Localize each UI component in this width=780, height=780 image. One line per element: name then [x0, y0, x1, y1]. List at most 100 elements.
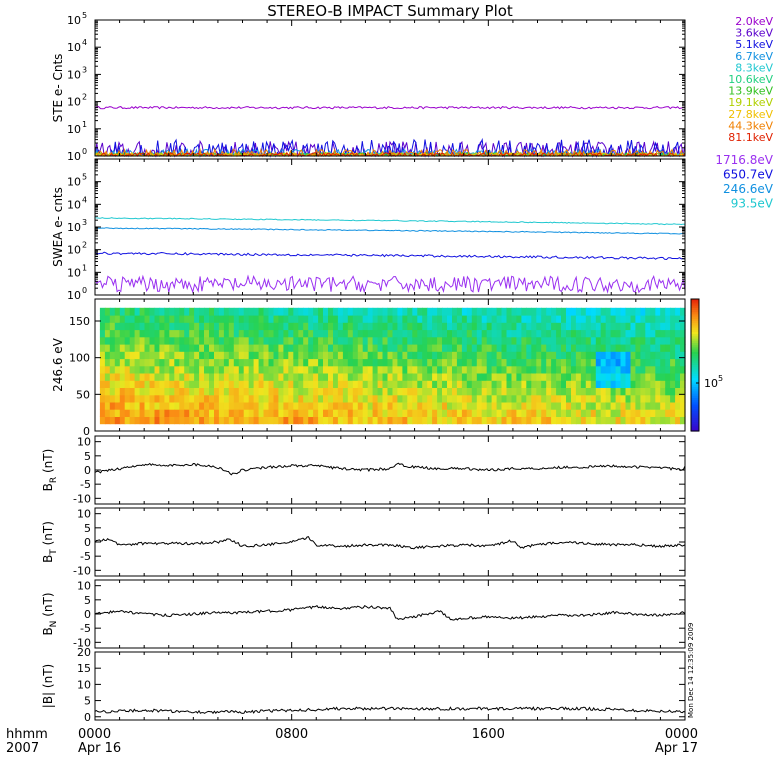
heatmap-cell: [318, 315, 324, 323]
heatmap-cell: [541, 329, 547, 338]
heatmap-cell: [600, 315, 607, 323]
heatmap-cell: [645, 409, 651, 417]
heatmap-cell: [199, 358, 205, 367]
y-tick-label: -5: [80, 550, 91, 563]
heatmap-cell: [675, 336, 681, 345]
heatmap-cell: [625, 336, 632, 345]
heatmap-cell: [372, 315, 379, 323]
colorbar-swatch: [691, 406, 699, 410]
heatmap-cell: [635, 380, 641, 388]
heatmap-cell: [620, 329, 627, 338]
heatmap-cell: [526, 307, 532, 316]
heatmap-cell: [144, 394, 151, 403]
heatmap-cell: [278, 409, 284, 417]
heatmap-cell: [114, 387, 121, 396]
heatmap-cell: [382, 365, 389, 374]
heatmap-cell: [580, 307, 587, 316]
heatmap-cell: [481, 380, 488, 388]
heatmap-cell: [184, 394, 190, 403]
heatmap-cell: [238, 358, 245, 367]
heatmap-cell: [174, 358, 180, 367]
heatmap-cell: [194, 365, 200, 374]
heatmap-cell: [372, 307, 379, 316]
heatmap-cell: [590, 394, 597, 403]
heatmap-cell: [461, 307, 468, 316]
heatmap-cell: [293, 373, 299, 381]
heatmap-cell: [367, 358, 374, 367]
heatmap-cell: [620, 307, 627, 316]
heatmap-cell: [397, 307, 403, 316]
heatmap-cell: [546, 329, 552, 338]
heatmap-cell: [536, 336, 542, 345]
heatmap-cell: [144, 329, 151, 338]
heatmap-cell: [223, 387, 230, 396]
heatmap-cell: [283, 329, 289, 338]
heatmap-cell: [531, 394, 537, 403]
heatmap-cell: [595, 336, 602, 345]
heatmap-cell: [357, 307, 364, 316]
colorbar-swatch: [691, 354, 699, 357]
heatmap-cell: [501, 351, 508, 360]
heatmap-cell: [427, 394, 433, 403]
heatmap-cell: [189, 336, 195, 345]
heatmap-cell: [471, 344, 478, 352]
heatmap-cell: [541, 409, 547, 417]
heatmap-cell: [501, 416, 508, 425]
heatmap-cell: [233, 387, 240, 396]
heatmap-cell: [119, 373, 126, 381]
heatmap-cell: [209, 307, 215, 316]
heatmap-cell: [402, 373, 408, 381]
heatmap-cell: [382, 336, 389, 345]
colorbar-swatch: [691, 413, 699, 417]
heatmap-cell: [675, 409, 681, 417]
heatmap-cell: [675, 307, 681, 316]
heatmap-cell: [263, 322, 270, 331]
heatmap-cell: [184, 307, 190, 316]
heatmap-cell: [595, 373, 602, 381]
heatmap-cell: [303, 315, 309, 323]
heatmap-cell: [521, 315, 527, 323]
heatmap-cell: [630, 409, 637, 417]
heatmap-cell: [124, 401, 131, 410]
field-line: [94, 536, 686, 550]
heatmap-cell: [268, 380, 275, 388]
colorbar-swatch: [691, 358, 699, 362]
heatmap-cell: [595, 322, 602, 331]
heatmap-cell: [491, 336, 498, 345]
heatmap-cell: [357, 336, 364, 345]
heatmap-cell: [422, 380, 428, 388]
heatmap-cell: [149, 344, 156, 352]
heatmap-cell: [476, 387, 483, 396]
heatmap-cell: [665, 336, 671, 345]
heatmap-cell: [561, 329, 567, 338]
heatmap-cell: [521, 394, 527, 403]
heatmap-cell: [258, 373, 265, 381]
heatmap-cell: [466, 409, 473, 417]
heatmap-cell: [199, 365, 205, 374]
heatmap-cell: [278, 401, 284, 410]
heatmap-cell: [461, 401, 468, 410]
heatmap-cell: [263, 416, 270, 425]
heatmap-cell: [585, 401, 592, 410]
heatmap-cell: [347, 315, 354, 323]
heatmap-cell: [258, 329, 265, 338]
heatmap-cell: [422, 351, 428, 360]
heatmap-cell: [427, 329, 433, 338]
heatmap-cell: [164, 401, 170, 410]
heatmap-cell: [268, 351, 275, 360]
heatmap-cell: [199, 387, 205, 396]
heatmap-cell: [625, 322, 632, 331]
heatmap-cell: [432, 380, 438, 388]
heatmap-cell: [114, 336, 121, 345]
heatmap-cell: [541, 315, 547, 323]
heatmap-cell: [204, 344, 210, 352]
heatmap-cell: [367, 394, 374, 403]
heatmap-cell: [228, 358, 235, 367]
heatmap-cell: [610, 329, 617, 338]
heatmap-cell: [442, 373, 448, 381]
heatmap-cell: [471, 401, 478, 410]
heatmap-cell: [387, 394, 394, 403]
heatmap-cell: [154, 307, 161, 316]
y-tick-label: 0: [84, 711, 91, 724]
